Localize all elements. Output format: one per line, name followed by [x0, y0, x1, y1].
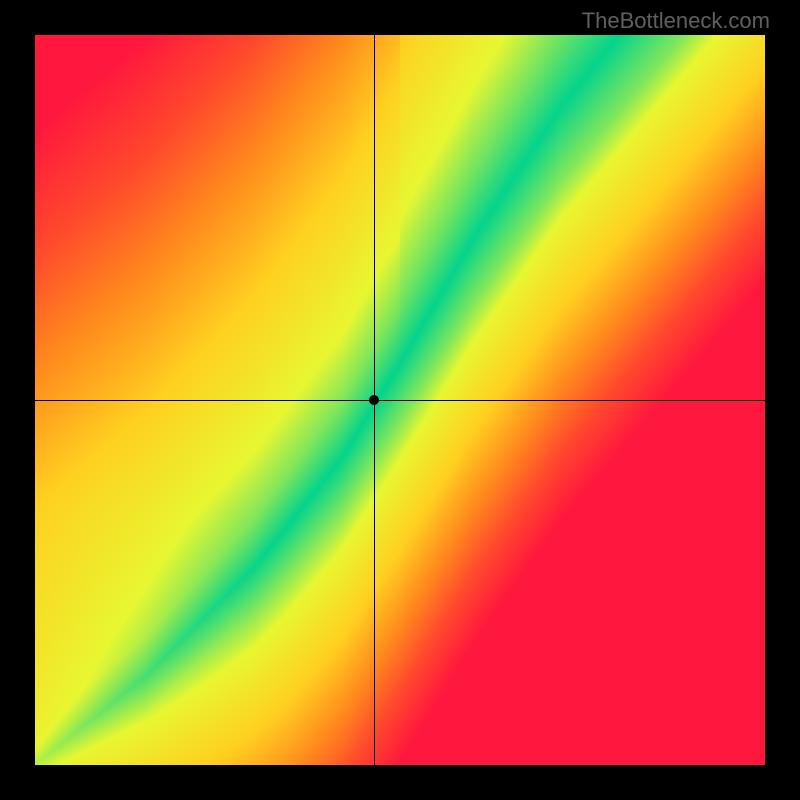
- plot-area: [35, 35, 765, 765]
- watermark-text: TheBottleneck.com: [582, 8, 770, 34]
- crosshair-horizontal: [35, 400, 765, 401]
